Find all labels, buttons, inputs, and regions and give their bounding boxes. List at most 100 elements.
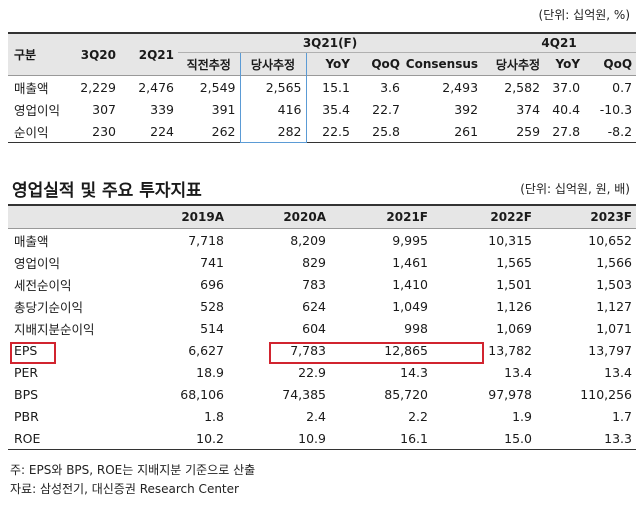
row-label: ROE <box>14 430 41 446</box>
table-row: 매출액 7,718 8,209 9,995 10,315 10,652 <box>8 228 636 252</box>
cell: 514 <box>200 320 224 336</box>
row-label: 매출액 <box>14 80 49 96</box>
col-our-est-header: 당사추정 <box>239 52 307 76</box>
cell: -10.3 <box>599 101 633 117</box>
cell: 13.4 <box>604 364 632 380</box>
cell: 10.2 <box>196 430 224 446</box>
cell: 624 <box>302 298 326 314</box>
cell: 1,071 <box>596 320 632 336</box>
row-label: 세전순이익 <box>14 277 72 293</box>
footnote: 주: EPS와 BPS, ROE는 지배지분 기준으로 산출 <box>10 463 256 477</box>
cell: 2.4 <box>306 408 326 424</box>
row-label: 순이익 <box>14 124 49 140</box>
source-note: 자료: 삼성전기, 대신증권 Research Center <box>10 482 239 496</box>
cell: -8.2 <box>607 123 633 139</box>
cell: 3.6 <box>380 79 400 95</box>
col-4q-qoq-header: QoQ <box>584 52 637 76</box>
cell: 391 <box>211 101 236 117</box>
year-header: 2023F <box>536 205 636 229</box>
cell: 8,209 <box>290 232 326 248</box>
section-title: 영업실적 및 주요 투자지표 <box>12 181 202 201</box>
cell: 85,720 <box>384 386 428 402</box>
cell: 13.3 <box>604 430 632 446</box>
col-4q-our-est-header: 당사추정 <box>482 52 545 76</box>
cell: 262 <box>211 123 236 139</box>
cell: 35.4 <box>322 101 350 117</box>
cell: 1,566 <box>596 254 632 270</box>
cell: 13.4 <box>504 364 532 380</box>
cell: 998 <box>404 320 428 336</box>
col-consensus-header: Consensus <box>404 52 483 76</box>
cell: 0.7 <box>612 79 633 95</box>
cell: 97,978 <box>488 386 532 402</box>
row-label: 총당기순이익 <box>14 299 84 315</box>
cell: 25.8 <box>372 123 400 139</box>
table-row: 세전순이익 696 783 1,410 1,501 1,503 <box>8 273 636 295</box>
row-label: EPS <box>14 342 38 358</box>
year-header: 2019A <box>120 205 228 229</box>
cell: 1,127 <box>596 298 632 314</box>
cell: 2,565 <box>239 75 307 98</box>
cell: 1,461 <box>392 254 428 270</box>
cell: 10,652 <box>588 232 632 248</box>
row-label: BPS <box>14 386 39 402</box>
cell: 16.1 <box>400 430 428 446</box>
cell: 2.2 <box>408 408 428 424</box>
table-row: 순이익 230 224 262 282 22.5 25.8 261 259 27… <box>8 120 637 143</box>
cell: 110,256 <box>580 386 632 402</box>
table-row: PER 18.9 22.9 14.3 13.4 13.4 <box>8 361 636 383</box>
group-4q21-header: 4Q21 <box>482 33 637 53</box>
cell: 2,476 <box>138 79 174 95</box>
col-3q20-header: 3Q20 <box>70 33 120 76</box>
cell: 392 <box>454 101 479 117</box>
cell: 6,627 <box>188 342 224 358</box>
cell: 339 <box>150 101 174 117</box>
cell: 15.1 <box>322 79 350 95</box>
cell: 22.5 <box>322 123 350 139</box>
cell: 10,315 <box>488 232 532 248</box>
col-prev-est-header: 직전추정 <box>178 52 240 76</box>
cell: 1,501 <box>496 276 532 292</box>
cell: 829 <box>302 254 326 270</box>
gubun-header: 구분 <box>8 33 70 76</box>
bottom-unit-label: (단위: 십억원, 원, 배) <box>520 182 630 196</box>
cell: 74,385 <box>282 386 326 402</box>
cell: 37.0 <box>552 79 581 95</box>
table-row: BPS 68,106 74,385 85,720 97,978 110,256 <box>8 383 636 405</box>
cell: 1.7 <box>612 408 632 424</box>
table-row: PBR 1.8 2.4 2.2 1.9 1.7 <box>8 405 636 427</box>
top-unit-label: (단위: 십억원, %) <box>538 8 630 22</box>
blank-header <box>8 205 120 229</box>
bottom-table-body: 매출액 7,718 8,209 9,995 10,315 10,652 영업이익 741 829… <box>8 228 636 450</box>
cell: 22.7 <box>372 101 400 117</box>
cell: 1,410 <box>392 276 428 292</box>
top-table-body: 매출액 2,229 2,476 2,549 2,565 15.1 3.6 2,4… <box>8 75 637 143</box>
cell: 261 <box>454 123 479 139</box>
table-row: 지배지분순이익 514 604 998 1,069 1,071 <box>8 317 636 339</box>
cell: 416 <box>239 98 307 120</box>
cell: 27.8 <box>552 123 581 139</box>
col-qoq-header: QoQ <box>354 52 404 76</box>
col-4q-yoy-header: YoY <box>544 52 585 76</box>
cell: 1,126 <box>496 298 532 314</box>
cell: 18.9 <box>196 364 224 380</box>
year-header: 2021F <box>330 205 432 229</box>
table-row: 영업이익 741 829 1,461 1,565 1,566 <box>8 251 636 273</box>
cell: 2,493 <box>442 79 479 95</box>
cell: 68,106 <box>180 386 224 402</box>
cell: 13,797 <box>588 342 632 358</box>
cell: 374 <box>516 101 541 117</box>
eps-value-highlight <box>269 342 484 364</box>
cell: 2,229 <box>80 79 116 95</box>
cell: 10.9 <box>298 430 326 446</box>
quarterly-estimate-table: 구분 3Q20 2Q21 3Q21(F) 4Q21 직전추정 당사추정 YoY … <box>8 32 637 143</box>
cell: 1.8 <box>204 408 224 424</box>
year-header: 2022F <box>432 205 536 229</box>
group-3q21-header: 3Q21(F) <box>178 33 483 53</box>
cell: 2,549 <box>199 79 236 95</box>
cell: 22.9 <box>298 364 326 380</box>
cell: 528 <box>200 298 224 314</box>
col-yoy-header: YoY <box>306 52 354 76</box>
year-header: 2020A <box>228 205 330 229</box>
cell: 1,503 <box>596 276 632 292</box>
